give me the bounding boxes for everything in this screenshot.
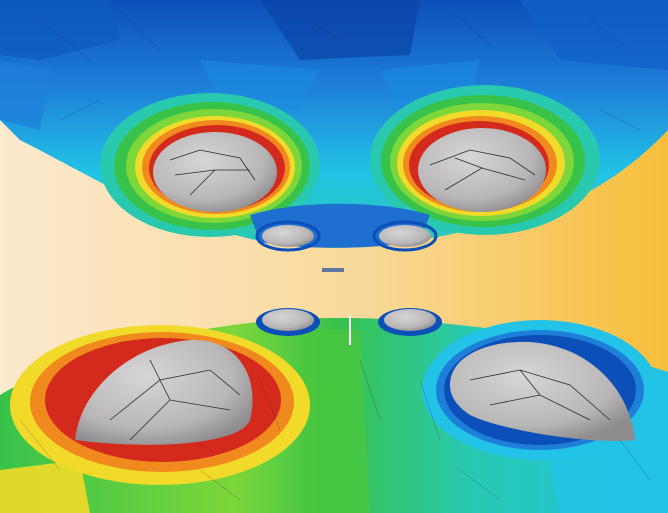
upper-right-dome <box>418 128 546 212</box>
center-marker <box>322 268 344 272</box>
upper-left-dome <box>153 132 277 212</box>
